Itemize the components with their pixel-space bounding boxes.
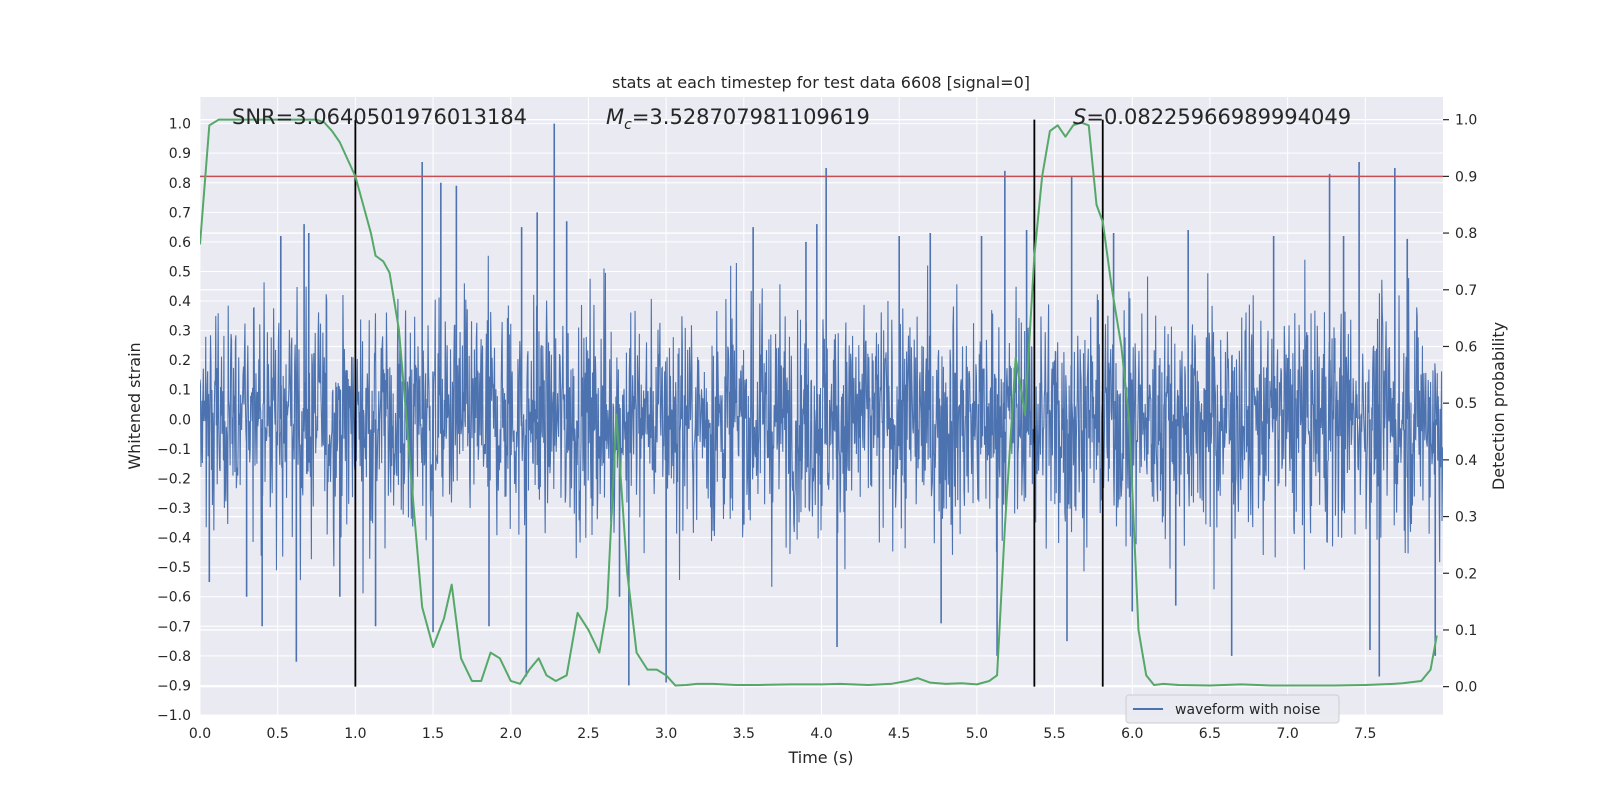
x-tick-label: 5.5 [1043, 726, 1065, 742]
x-axis-ticks: 0.0 0.5 1.0 1.5 2.0 2.5 3.0 3.5 4.0 4.5 5.0 5.5 6.0 6… [189, 726, 1377, 742]
y2-tick-label: 0.8 [1455, 226, 1477, 242]
vertical-markers [200, 119, 1443, 687]
x-tick-label: 1.5 [422, 726, 444, 742]
waveform-line [200, 255, 1443, 594]
x-tick-label: 2.0 [500, 726, 522, 742]
x-tick-label: 3.5 [733, 726, 755, 742]
y-tick-label: −1.0 [157, 708, 191, 724]
mc-symbol: M [606, 105, 624, 129]
x-tick-label: 1.0 [344, 726, 366, 742]
waveform-series [200, 123, 1443, 686]
chart-title: stats at each timestep for test data 660… [612, 73, 1030, 92]
y2-tick-label: 0.1 [1455, 623, 1477, 639]
x-tick-label: 0.0 [189, 726, 211, 742]
y-tick-label: −0.8 [157, 649, 191, 665]
y-axis-label: Whitened strain [125, 342, 144, 469]
x-tick-label: 7.0 [1276, 726, 1298, 742]
probability-line [200, 118, 1438, 687]
y2-tick-label: 0.6 [1455, 339, 1477, 355]
y2-tick-label: 0.9 [1455, 169, 1477, 185]
legend-label: waveform with noise [1175, 702, 1320, 718]
y2-tick-label: 0.2 [1455, 566, 1477, 582]
x-tick-label: 4.5 [888, 726, 910, 742]
y-tick-label: 0.5 [169, 264, 191, 280]
x-tick-label: 7.5 [1354, 726, 1376, 742]
y2-axis-label: Detection probability [1489, 322, 1508, 490]
y-axis-ticks: −1.0 −0.9 −0.8 −0.7 −0.6 −0.5 −0.4 −0.3 −0.2 −0.1… [157, 117, 191, 724]
x-tick-label: 5.0 [966, 726, 988, 742]
x-axis-label: Time (s) [787, 748, 853, 767]
y-tick-label: 0.4 [169, 294, 191, 310]
y-tick-label: −0.9 [157, 678, 191, 694]
x-tick-label: 2.5 [577, 726, 599, 742]
legend: waveform with noise [1125, 694, 1340, 724]
y-tick-label: 1.0 [169, 117, 191, 133]
probability-series [200, 118, 1438, 687]
y-tick-label: −0.3 [157, 501, 191, 517]
y-tick-label: −0.2 [157, 471, 191, 487]
y-tick-label: 0.9 [169, 146, 191, 162]
y2-tick-label: 0.7 [1455, 283, 1477, 299]
y-tick-label: 0.6 [169, 235, 191, 251]
s-value: =0.08225966989994049 [1086, 105, 1351, 129]
y-tick-label: −0.7 [157, 619, 191, 635]
y2-tick-label: 0.3 [1455, 510, 1477, 526]
y-tick-label: 0.1 [169, 383, 191, 399]
mc-subscript: c [624, 117, 632, 133]
x-tick-label: 3.0 [655, 726, 677, 742]
y-tick-label: 0.7 [169, 205, 191, 221]
y-tick-label: 0.8 [169, 176, 191, 192]
y2-axis-ticks: 0.0 0.1 0.2 0.3 0.4 0.5 0.6 0.7 0.8 0.9 1.0 [1443, 113, 1477, 696]
x-tick-label: 0.5 [267, 726, 289, 742]
s-symbol: S [1073, 105, 1086, 129]
mc-annotation: Mc=3.528707981109619 [606, 105, 870, 133]
y-tick-label: 0.0 [169, 412, 191, 428]
y-tick-label: 0.2 [169, 353, 191, 369]
y2-tick-label: 0.5 [1455, 396, 1477, 412]
legend-box [1125, 694, 1340, 724]
y-tick-label: −0.1 [157, 442, 191, 458]
y-tick-label: −0.6 [157, 590, 191, 606]
x-tick-label: 4.0 [810, 726, 832, 742]
y-tick-label: −0.4 [157, 531, 191, 547]
s-annotation: S=0.08225966989994049 [1073, 105, 1351, 129]
y2-tick-label: 0.4 [1455, 453, 1477, 469]
y-tick-label: −0.5 [157, 560, 191, 576]
x-tick-label: 6.0 [1121, 726, 1143, 742]
y2-tick-label: 1.0 [1455, 113, 1477, 129]
snr-annotation: SNR=3.0640501976013184 [232, 105, 527, 129]
y-tick-label: 0.3 [169, 324, 191, 340]
y2-tick-label: 0.0 [1455, 680, 1477, 696]
x-tick-label: 6.5 [1199, 726, 1221, 742]
mc-value: =3.528707981109619 [632, 105, 870, 129]
